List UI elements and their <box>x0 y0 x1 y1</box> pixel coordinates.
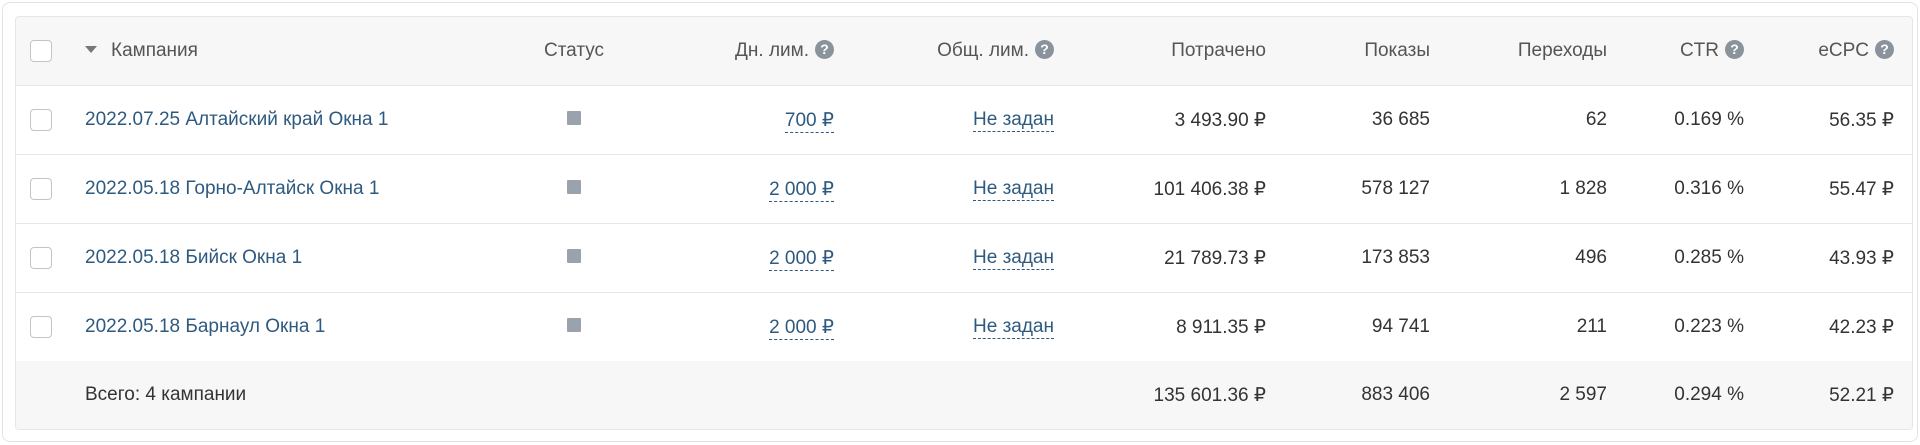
impressions-cell: 578 127 <box>1361 178 1430 199</box>
totals-label: Всего: 4 кампании <box>85 384 247 405</box>
select-all-checkbox[interactable] <box>30 40 52 62</box>
ecpc-cell: 56.35 ₽ <box>1829 109 1894 131</box>
help-icon[interactable]: ? <box>815 40 834 59</box>
total-ecpc: 52.21 ₽ <box>1829 384 1894 406</box>
spent-cell: 101 406.38 ₽ <box>1153 178 1266 200</box>
table-row: 2022.07.25 Алтайский край Окна 1 700 ₽ Не … <box>16 86 1912 155</box>
daily-limit-edit[interactable]: 2 000 ₽ <box>769 247 834 271</box>
daily-limit-edit[interactable]: 2 000 ₽ <box>769 316 834 340</box>
ctr-cell: 0.285 % <box>1674 247 1744 268</box>
table-row: 2022.05.18 Барнаул Окна 1 2 000 ₽ Не задан… <box>16 293 1912 361</box>
clicks-cell: 211 <box>1576 316 1607 337</box>
table-footer-totals: Всего: 4 кампании 135 601.36 ₽ 883 406 2… <box>16 361 1912 429</box>
ecpc-cell: 42.23 ₽ <box>1829 316 1894 338</box>
spent-cell: 8 911.35 ₽ <box>1176 316 1266 338</box>
header-impressions[interactable]: Показы <box>1364 40 1430 61</box>
row-checkbox[interactable] <box>30 316 52 338</box>
ecpc-cell: 55.47 ₽ <box>1829 178 1894 200</box>
row-checkbox[interactable] <box>30 178 52 200</box>
status-paused-icon[interactable] <box>567 249 581 263</box>
header-campaign: Кампания <box>111 40 198 61</box>
campaign-link[interactable]: 2022.05.18 Горно-Алтайск Окна 1 <box>85 178 380 199</box>
total-impressions: 883 406 <box>1361 384 1430 405</box>
sort-desc-icon <box>85 46 97 53</box>
table-row: 2022.05.18 Горно-Алтайск Окна 1 2 000 ₽ Не… <box>16 155 1912 224</box>
impressions-cell: 173 853 <box>1361 247 1430 268</box>
sort-campaign-header[interactable]: Кампания <box>85 40 504 62</box>
daily-limit-edit[interactable]: 700 ₽ <box>784 109 834 133</box>
help-icon[interactable]: ? <box>1875 40 1894 59</box>
header-spent[interactable]: Потрачено <box>1171 40 1266 61</box>
ctr-cell: 0.223 % <box>1674 316 1744 337</box>
clicks-cell: 496 <box>1575 247 1607 268</box>
total-clicks: 2 597 <box>1559 384 1607 405</box>
impressions-cell: 36 685 <box>1371 109 1430 130</box>
ctr-cell: 0.316 % <box>1674 178 1744 199</box>
status-paused-icon[interactable] <box>567 111 581 125</box>
total-limit-edit[interactable]: Не задан <box>973 247 1054 270</box>
header-daily-limit[interactable]: Дн. лим. <box>735 40 809 61</box>
daily-limit-edit[interactable]: 2 000 ₽ <box>769 178 834 202</box>
spent-cell: 3 493.90 ₽ <box>1174 109 1266 131</box>
total-spent: 135 601.36 ₽ <box>1153 384 1266 406</box>
row-checkbox[interactable] <box>30 109 52 131</box>
total-limit-edit[interactable]: Не задан <box>973 316 1054 339</box>
status-paused-icon[interactable] <box>567 318 581 332</box>
help-icon[interactable]: ? <box>1035 40 1054 59</box>
total-limit-edit[interactable]: Не задан <box>973 109 1054 132</box>
campaign-link[interactable]: 2022.05.18 Бийск Окна 1 <box>85 247 303 268</box>
total-limit-edit[interactable]: Не задан <box>973 178 1054 201</box>
help-icon[interactable]: ? <box>1725 40 1744 59</box>
header-ctr[interactable]: CTR <box>1679 40 1719 61</box>
total-ctr: 0.294 % <box>1674 384 1744 405</box>
table-header: Кампания Статус Дн. лим.? Общ. лим.? Пот… <box>16 17 1912 86</box>
ecpc-cell: 43.93 ₽ <box>1829 247 1894 269</box>
spent-cell: 21 789.73 ₽ <box>1164 247 1266 269</box>
clicks-cell: 62 <box>1585 109 1607 130</box>
header-status[interactable]: Статус <box>543 40 605 61</box>
impressions-cell: 94 741 <box>1371 316 1430 337</box>
header-ecpc[interactable]: eCPC <box>1818 40 1869 61</box>
ctr-cell: 0.169 % <box>1674 109 1744 130</box>
status-paused-icon[interactable] <box>567 180 581 194</box>
clicks-cell: 1 828 <box>1559 178 1607 199</box>
campaigns-table: Кампания Статус Дн. лим.? Общ. лим.? Пот… <box>15 16 1913 430</box>
row-checkbox[interactable] <box>30 247 52 269</box>
table-row: 2022.05.18 Бийск Окна 1 2 000 ₽ Не задан 21… <box>16 224 1912 293</box>
header-total-limit[interactable]: Общ. лим. <box>937 40 1029 61</box>
campaign-link[interactable]: 2022.07.25 Алтайский край Окна 1 <box>85 109 389 130</box>
campaign-link[interactable]: 2022.05.18 Барнаул Окна 1 <box>85 316 326 337</box>
header-clicks[interactable]: Переходы <box>1517 40 1607 61</box>
